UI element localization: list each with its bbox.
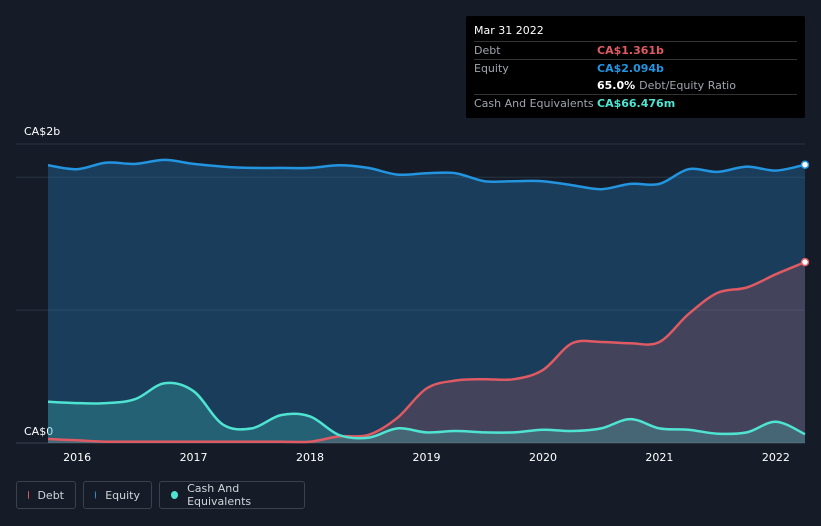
tooltip-row-debt: Debt CA$1.361b — [474, 41, 797, 59]
tooltip-cash-value: CA$66.476m — [597, 97, 676, 110]
tooltip-debt-label: Debt — [474, 44, 501, 57]
debt-line — [47, 260, 806, 444]
x-tick-label-2017: 2017 — [180, 451, 208, 464]
y-axis-bottom-label: CA$0 — [24, 425, 53, 438]
x-tick-label-2021: 2021 — [645, 451, 673, 464]
equity-line — [47, 158, 806, 191]
legend-item-debt[interactable]: Debt — [16, 481, 76, 509]
debt-area — [48, 262, 805, 443]
legend-cash-label: Cash And Equivalents — [187, 482, 252, 508]
equity-end-marker — [800, 160, 810, 169]
tooltip-row-equity: Equity CA$2.094b — [474, 59, 797, 77]
x-tick-label-2022: 2022 — [762, 451, 790, 464]
x-tick-label-2018: 2018 — [296, 451, 324, 464]
legend-equity-label: Equity — [105, 488, 140, 502]
equity-area — [48, 159, 805, 443]
legend-equity-dot — [95, 491, 97, 499]
tooltip-date: Mar 31 2022 — [474, 24, 544, 37]
tooltip-cash-label: Cash And Equivalents — [474, 97, 594, 110]
tooltip-equity-value: CA$2.094b — [597, 62, 664, 75]
debt-end-marker — [800, 257, 810, 267]
cash-area — [48, 382, 805, 443]
tooltip-equity-label: Equity — [474, 62, 509, 75]
tooltip-ratio-sub: Debt/Equity Ratio — [639, 79, 736, 92]
y-axis-top-label: CA$2b — [24, 125, 60, 138]
x-tick-label-2016: 2016 — [63, 451, 91, 464]
tooltip-ratio-value: 65.0% — [597, 79, 636, 92]
legend-item-cash[interactable]: Cash And Equivalents — [159, 481, 305, 509]
legend-debt-label: Debt — [37, 488, 64, 502]
tooltip-row-ratio: 65.0% Debt/Equity Ratio — [474, 77, 797, 94]
x-tick-label-2020: 2020 — [529, 451, 557, 464]
legend-cash-dot — [171, 491, 179, 499]
legend-item-equity[interactable]: Equity — [83, 481, 152, 509]
x-tick-label-2019: 2019 — [413, 451, 441, 464]
tooltip-panel: Mar 31 2022 Debt CA$1.361b Equity CA$2.0… — [466, 16, 805, 118]
tooltip-debt-value: CA$1.361b — [597, 44, 664, 57]
tooltip-row-cash: Cash And Equivalents CA$66.476m — [474, 94, 797, 112]
cash-line — [47, 381, 806, 440]
